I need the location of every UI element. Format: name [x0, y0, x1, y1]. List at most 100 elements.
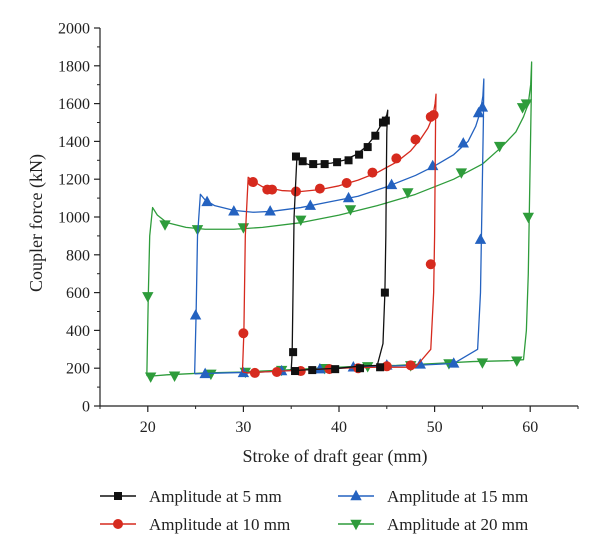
series-1 — [289, 109, 390, 376]
data-point — [159, 220, 171, 231]
y-tick-label: 1800 — [58, 58, 90, 75]
series-3 — [189, 78, 489, 379]
data-point — [355, 150, 364, 159]
data-point — [376, 363, 385, 372]
data-point — [264, 205, 276, 216]
data-point — [249, 367, 260, 378]
legend-item: Amplitude at 15 mm — [338, 487, 528, 506]
data-point — [476, 358, 489, 369]
data-point — [333, 158, 342, 167]
data-point — [356, 364, 365, 373]
data-point — [371, 131, 380, 140]
data-point — [344, 205, 357, 216]
data-point — [402, 188, 414, 199]
data-point — [414, 358, 426, 369]
x-tick-label: 40 — [331, 419, 347, 436]
data-point — [304, 199, 317, 210]
data-point — [295, 215, 307, 227]
y-tick-label: 1600 — [58, 96, 90, 113]
data-point — [247, 177, 258, 188]
data-point — [363, 143, 372, 152]
x-tick-label: 30 — [235, 419, 251, 436]
data-point — [271, 366, 282, 377]
data-point — [511, 356, 523, 367]
data-point — [476, 101, 489, 112]
legend-marker — [350, 519, 362, 531]
data-point — [267, 184, 278, 195]
data-point — [474, 233, 487, 244]
y-tick-label: 1400 — [58, 134, 90, 151]
legend: Amplitude at 5 mm Amplitude at 15 mm Ampli… — [100, 487, 528, 534]
x-tick-label: 60 — [522, 419, 538, 436]
data-point — [308, 366, 317, 375]
y-tick-label: 800 — [66, 247, 90, 264]
y-tick-label: 1000 — [58, 210, 90, 227]
series-line — [241, 93, 437, 374]
data-point — [189, 309, 202, 320]
data-point — [142, 292, 154, 303]
y-tick-label: 2000 — [58, 21, 90, 38]
data-point — [289, 348, 298, 357]
series-line — [146, 61, 533, 377]
data-point — [425, 259, 436, 270]
data-point — [380, 288, 389, 297]
data-point — [144, 372, 157, 383]
data-point — [199, 367, 211, 379]
data-point — [381, 361, 392, 372]
y-tick-label: 200 — [66, 361, 90, 378]
series-line — [290, 109, 389, 372]
legend-label: Amplitude at 5 mm — [149, 487, 282, 506]
data-point — [410, 134, 421, 145]
data-point — [298, 157, 307, 166]
data-point — [341, 177, 352, 188]
y-tick-label: 1200 — [58, 172, 90, 189]
series-line — [193, 78, 485, 375]
data-point — [168, 371, 181, 382]
y-axis-label: Coupler force (kN) — [26, 154, 47, 292]
x-axis-label: Stroke of draft gear (mm) — [243, 446, 428, 467]
data-point — [331, 365, 340, 374]
data-point — [228, 205, 240, 216]
data-point — [405, 360, 416, 371]
series-4 — [142, 61, 534, 383]
legend-marker — [113, 519, 123, 529]
data-point — [238, 328, 249, 339]
legend-item: Amplitude at 10 mm — [100, 515, 290, 534]
y-tick-label: 400 — [66, 323, 90, 340]
data-point — [342, 191, 355, 203]
legend-marker — [114, 492, 122, 500]
data-point — [522, 212, 534, 224]
data-point — [493, 141, 506, 153]
x-tick-label: 20 — [140, 419, 156, 436]
data-point — [205, 369, 217, 381]
data-point — [448, 357, 460, 368]
data-point — [291, 367, 300, 376]
data-point — [367, 167, 378, 178]
legend-item: Amplitude at 5 mm — [100, 487, 282, 506]
legend-label: Amplitude at 15 mm — [387, 487, 528, 506]
data-point — [381, 116, 390, 125]
legend-label: Amplitude at 10 mm — [149, 515, 290, 534]
data-point — [457, 137, 469, 148]
data-point — [520, 99, 533, 110]
data-point — [428, 109, 439, 120]
data-point — [391, 153, 402, 164]
legend-item: Amplitude at 20 mm — [338, 515, 528, 534]
data-point — [290, 186, 301, 197]
data-point — [201, 195, 213, 207]
data-point — [291, 152, 300, 161]
legend-marker — [350, 489, 362, 501]
data-point — [320, 160, 329, 169]
y-tick-label: 600 — [66, 285, 90, 302]
data-point — [309, 160, 318, 169]
x-tick-label: 50 — [427, 419, 443, 436]
legend-label: Amplitude at 20 mm — [387, 515, 528, 534]
data-point — [472, 106, 485, 118]
data-point — [385, 178, 398, 190]
data-point — [344, 156, 353, 165]
data-point — [455, 168, 468, 179]
data-point — [314, 362, 326, 374]
data-point — [314, 183, 325, 194]
